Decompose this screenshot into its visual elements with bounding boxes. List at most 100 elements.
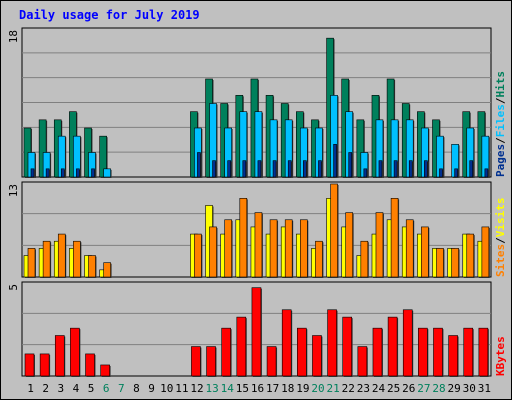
- x-tick-label: 15: [236, 382, 249, 395]
- chart-title: Daily usage for July 2019: [19, 8, 200, 22]
- x-tick-label: 24: [372, 382, 386, 395]
- x-tick-label: 3: [58, 382, 65, 395]
- bar-pages: [287, 160, 292, 178]
- bar-pages: [212, 160, 216, 178]
- bar-kbytes: [297, 327, 307, 377]
- legend-separator: /: [494, 137, 507, 144]
- bar-sites: [57, 233, 66, 278]
- bar-pages: [318, 160, 322, 178]
- x-tick-label: 14: [221, 382, 235, 395]
- x-tick-label: 10: [160, 382, 173, 395]
- bar-pages: [272, 160, 277, 178]
- bar-pages: [76, 168, 80, 178]
- bar-sites: [405, 219, 414, 278]
- bar-sites: [466, 233, 475, 278]
- bar-kbytes: [463, 327, 474, 377]
- legend-entry-sites: Sites: [494, 244, 507, 277]
- bar-kbytes: [266, 346, 277, 377]
- x-tick-label: 1: [27, 382, 34, 395]
- bar-kbytes: [39, 353, 50, 377]
- legend-entry-hits: Hits: [494, 71, 507, 98]
- bar-kbytes: [387, 316, 398, 377]
- bar-sites: [345, 212, 354, 278]
- bar-kbytes: [342, 316, 353, 377]
- bar-pages: [91, 168, 95, 178]
- y-max-label: 13: [7, 184, 20, 197]
- bar-sites: [27, 248, 36, 278]
- bar-pages: [439, 168, 443, 178]
- bar-kbytes: [221, 327, 231, 377]
- bar-pages: [333, 144, 337, 178]
- x-tick-label: 12: [190, 382, 203, 395]
- x-tick-label: 5: [88, 382, 95, 395]
- bar-hits: [356, 119, 365, 178]
- x-tick-label: 19: [296, 382, 309, 395]
- y-max-label: 18: [7, 30, 20, 43]
- bar-pages: [60, 168, 65, 178]
- x-tick-label: 16: [251, 382, 264, 395]
- x-tick-label: 8: [133, 382, 140, 395]
- x-tick-label: 2: [42, 382, 49, 395]
- bar-sites: [103, 262, 111, 278]
- bar-sites: [224, 219, 232, 278]
- x-tick-label: 13: [205, 382, 218, 395]
- bar-pages: [469, 160, 474, 178]
- bar-sites: [436, 248, 444, 278]
- bar-kbytes: [206, 346, 216, 377]
- bar-kbytes: [448, 335, 458, 377]
- bar-sites: [330, 183, 338, 278]
- bar-pages: [257, 160, 262, 178]
- legend-entry-visits: Visits: [494, 198, 507, 238]
- legend-visits-sites: Sites/Visits: [494, 198, 507, 278]
- bar-pages: [242, 160, 247, 178]
- x-tick-label: 18: [281, 382, 294, 395]
- bar-sites: [239, 198, 248, 278]
- bar-kbytes: [402, 309, 413, 377]
- x-tick-label: 22: [342, 382, 355, 395]
- bar-sites: [269, 219, 278, 278]
- x-tick-label: 26: [402, 382, 415, 395]
- bar-sites: [73, 240, 81, 278]
- x-tick-label: 21: [327, 382, 340, 395]
- x-tick-label: 6: [103, 382, 110, 395]
- bar-pages: [303, 160, 307, 178]
- bar-sites: [315, 240, 323, 278]
- bar-hits: [99, 135, 107, 178]
- panel-kbytes: 5 KBytes: [7, 281, 507, 377]
- x-tick-label: 11: [175, 382, 188, 395]
- bar-sites: [360, 240, 369, 278]
- bar-sites: [451, 248, 459, 278]
- legend-entry-pages: Pages: [494, 144, 507, 177]
- x-tick-label: 4: [73, 382, 80, 395]
- bar-kbytes: [418, 327, 428, 377]
- bar-pages: [424, 160, 428, 178]
- x-tick-label: 25: [387, 382, 400, 395]
- bar-kbytes: [70, 327, 80, 377]
- bar-files: [103, 168, 111, 178]
- x-tick-label: 20: [311, 382, 324, 395]
- bar-kbytes: [191, 346, 201, 377]
- bar-kbytes: [54, 335, 65, 377]
- bar-pages: [454, 168, 458, 178]
- bar-hits: [38, 119, 47, 178]
- bar-kbytes: [236, 316, 247, 377]
- bar-sites: [284, 219, 293, 278]
- bar-sites: [481, 226, 490, 278]
- bar-sites: [42, 240, 51, 278]
- bar-kbytes: [372, 327, 383, 377]
- x-tick-label: 28: [432, 382, 445, 395]
- bar-pages: [484, 168, 489, 178]
- bar-pages: [227, 160, 231, 178]
- legend-entry-files: Files: [494, 104, 507, 137]
- bar-sites: [209, 226, 217, 278]
- legend-separator: /: [494, 237, 507, 244]
- legend-hits-files-pages: Pages/Files/Hits: [494, 71, 507, 177]
- legend-kbytes: KBytes: [494, 336, 507, 376]
- bar-pages: [363, 168, 368, 178]
- bar-pages: [378, 160, 383, 178]
- bar-sites: [254, 212, 263, 278]
- bar-kbytes: [100, 364, 110, 377]
- bar-sites: [390, 198, 399, 278]
